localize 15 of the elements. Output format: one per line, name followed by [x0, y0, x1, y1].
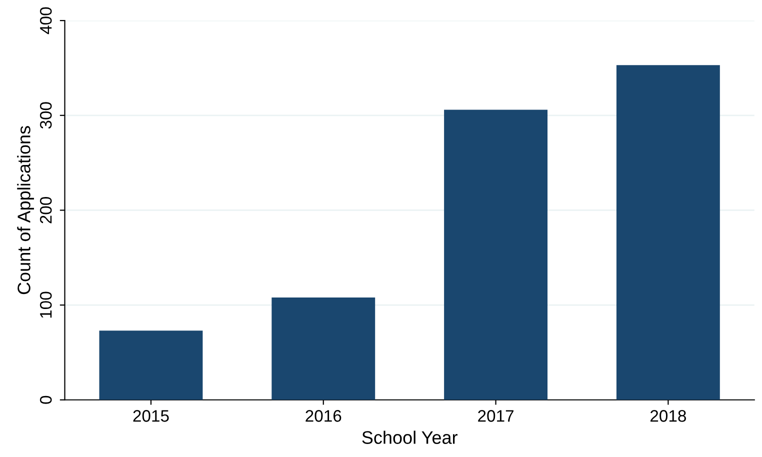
y-tick-label: 0	[40, 396, 52, 404]
x-tick-label: 2017	[478, 410, 514, 422]
bar	[444, 110, 548, 400]
bar	[616, 65, 720, 400]
y-tick-label: 200	[40, 196, 52, 224]
y-tick-label: 400	[40, 7, 52, 34]
x-tick-label: 2015	[133, 410, 169, 422]
y-tick-label: 100	[40, 292, 52, 318]
y-tick-label: 300	[40, 102, 52, 129]
y-axis-title: Count of Applications	[17, 126, 34, 294]
x-tick-label: 2016	[306, 410, 342, 422]
bar	[99, 330, 203, 400]
bar	[272, 297, 376, 400]
x-tick-label: 2018	[650, 410, 686, 422]
x-axis-title: School Year	[362, 430, 458, 444]
